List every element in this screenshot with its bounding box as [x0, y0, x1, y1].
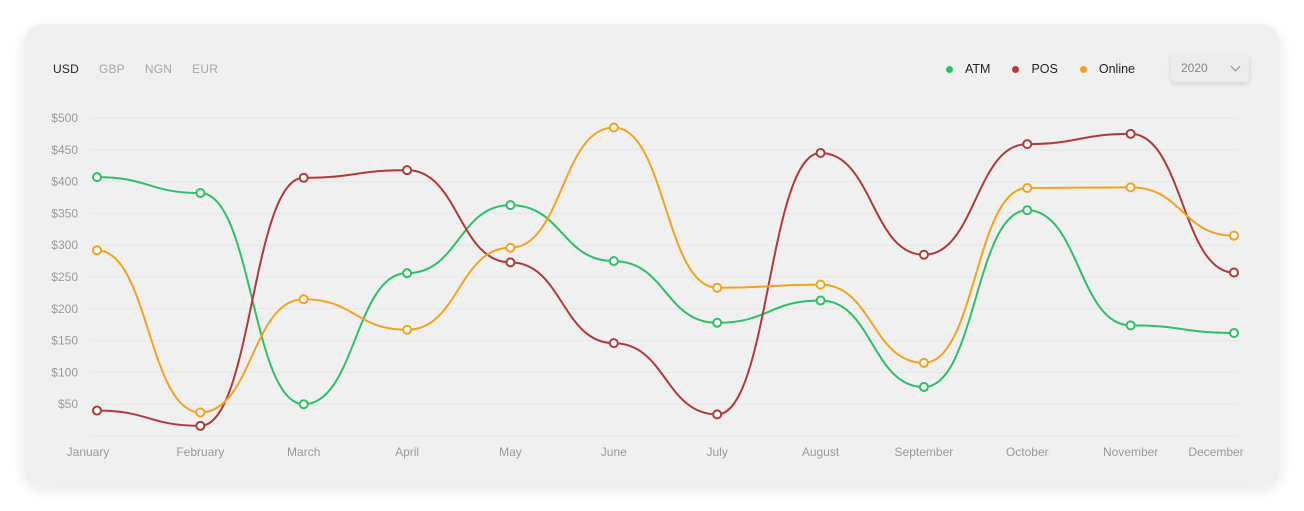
- y-tick-label: $300: [51, 238, 78, 252]
- data-point-online[interactable]: [1022, 182, 1033, 193]
- data-point-atm[interactable]: [815, 295, 826, 306]
- y-tick-label: $450: [51, 143, 78, 157]
- data-point-atm[interactable]: [298, 399, 309, 410]
- chart-card: [24, 24, 1280, 486]
- data-point-online[interactable]: [608, 122, 619, 133]
- tab-eur[interactable]: EUR: [192, 62, 219, 76]
- data-point-atm[interactable]: [195, 188, 206, 199]
- x-tick-label: May: [499, 445, 522, 459]
- currency-tabs: USD GBP NGN EUR: [53, 62, 238, 76]
- y-tick-label: $150: [51, 334, 78, 348]
- data-point-online[interactable]: [298, 294, 309, 305]
- data-point-pos[interactable]: [918, 249, 929, 260]
- year-select[interactable]: 2020: [1171, 54, 1249, 82]
- y-tick-label: $400: [51, 175, 78, 189]
- year-select-value: 2020: [1181, 61, 1208, 75]
- legend-item-atm[interactable]: ATM: [946, 62, 990, 76]
- data-point-atm[interactable]: [1229, 327, 1239, 338]
- data-point-atm[interactable]: [402, 268, 413, 279]
- data-point-atm[interactable]: [505, 200, 516, 211]
- x-tick-label: April: [395, 445, 419, 459]
- x-tick-label: November: [1103, 445, 1158, 459]
- data-point-pos[interactable]: [712, 409, 723, 420]
- y-tick-label: $350: [51, 206, 78, 220]
- series-line-pos: [96, 132, 1235, 427]
- legend-label-pos: POS: [1031, 62, 1058, 76]
- data-point-pos[interactable]: [92, 405, 102, 416]
- y-tick-label: $200: [51, 302, 78, 316]
- chart-legend: ATM POS Online: [946, 62, 1157, 76]
- x-tick-label: December: [1188, 445, 1243, 459]
- data-point-pos[interactable]: [298, 172, 309, 183]
- data-point-pos[interactable]: [815, 147, 826, 158]
- data-point-atm[interactable]: [918, 382, 929, 393]
- y-tick-label: $250: [51, 270, 78, 284]
- data-point-online[interactable]: [92, 245, 102, 256]
- legend-dot-atm: [946, 65, 953, 73]
- data-point-atm[interactable]: [608, 256, 619, 267]
- legend-dot-online: [1079, 65, 1087, 73]
- tab-ngn[interactable]: NGN: [144, 62, 173, 76]
- data-point-online[interactable]: [402, 324, 413, 335]
- x-tick-label: March: [287, 445, 320, 459]
- legend-item-pos[interactable]: POS: [1012, 62, 1058, 76]
- data-point-atm[interactable]: [92, 172, 102, 183]
- data-point-online[interactable]: [505, 242, 516, 253]
- legend-item-online[interactable]: Online: [1079, 62, 1136, 76]
- data-point-pos[interactable]: [608, 338, 619, 349]
- x-tick-label: August: [802, 445, 840, 459]
- data-point-pos[interactable]: [402, 165, 413, 176]
- tab-gbp[interactable]: GBP: [98, 62, 125, 76]
- x-tick-label: July: [707, 445, 728, 459]
- legend-label-atm: ATM: [965, 62, 991, 76]
- data-point-online[interactable]: [712, 282, 723, 293]
- data-point-online[interactable]: [195, 407, 206, 418]
- data-point-pos[interactable]: [195, 420, 206, 431]
- data-point-online[interactable]: [815, 279, 826, 290]
- y-tick-label: $50: [58, 397, 78, 411]
- x-tick-label: September: [895, 445, 954, 459]
- data-point-online[interactable]: [1229, 230, 1239, 241]
- x-tick-label: February: [176, 445, 224, 459]
- data-point-atm[interactable]: [712, 317, 723, 328]
- series-line-atm: [96, 176, 1235, 406]
- data-point-atm[interactable]: [1022, 205, 1033, 216]
- data-point-online[interactable]: [1125, 182, 1136, 193]
- data-point-pos[interactable]: [505, 257, 516, 268]
- legend-dot-pos: [1012, 65, 1020, 73]
- tab-usd[interactable]: USD: [53, 62, 79, 76]
- x-tick-label: January: [67, 445, 110, 459]
- data-point-online[interactable]: [918, 357, 929, 368]
- legend-label-online: Online: [1098, 62, 1136, 76]
- y-tick-label: $100: [51, 365, 78, 379]
- x-tick-label: October: [1006, 445, 1049, 459]
- series-line-online: [96, 126, 1235, 414]
- data-point-pos[interactable]: [1125, 128, 1136, 139]
- data-point-atm[interactable]: [1125, 320, 1136, 331]
- x-tick-label: June: [601, 445, 627, 459]
- data-point-pos[interactable]: [1229, 267, 1239, 278]
- data-point-pos[interactable]: [1022, 139, 1033, 150]
- y-tick-label: $500: [51, 111, 78, 125]
